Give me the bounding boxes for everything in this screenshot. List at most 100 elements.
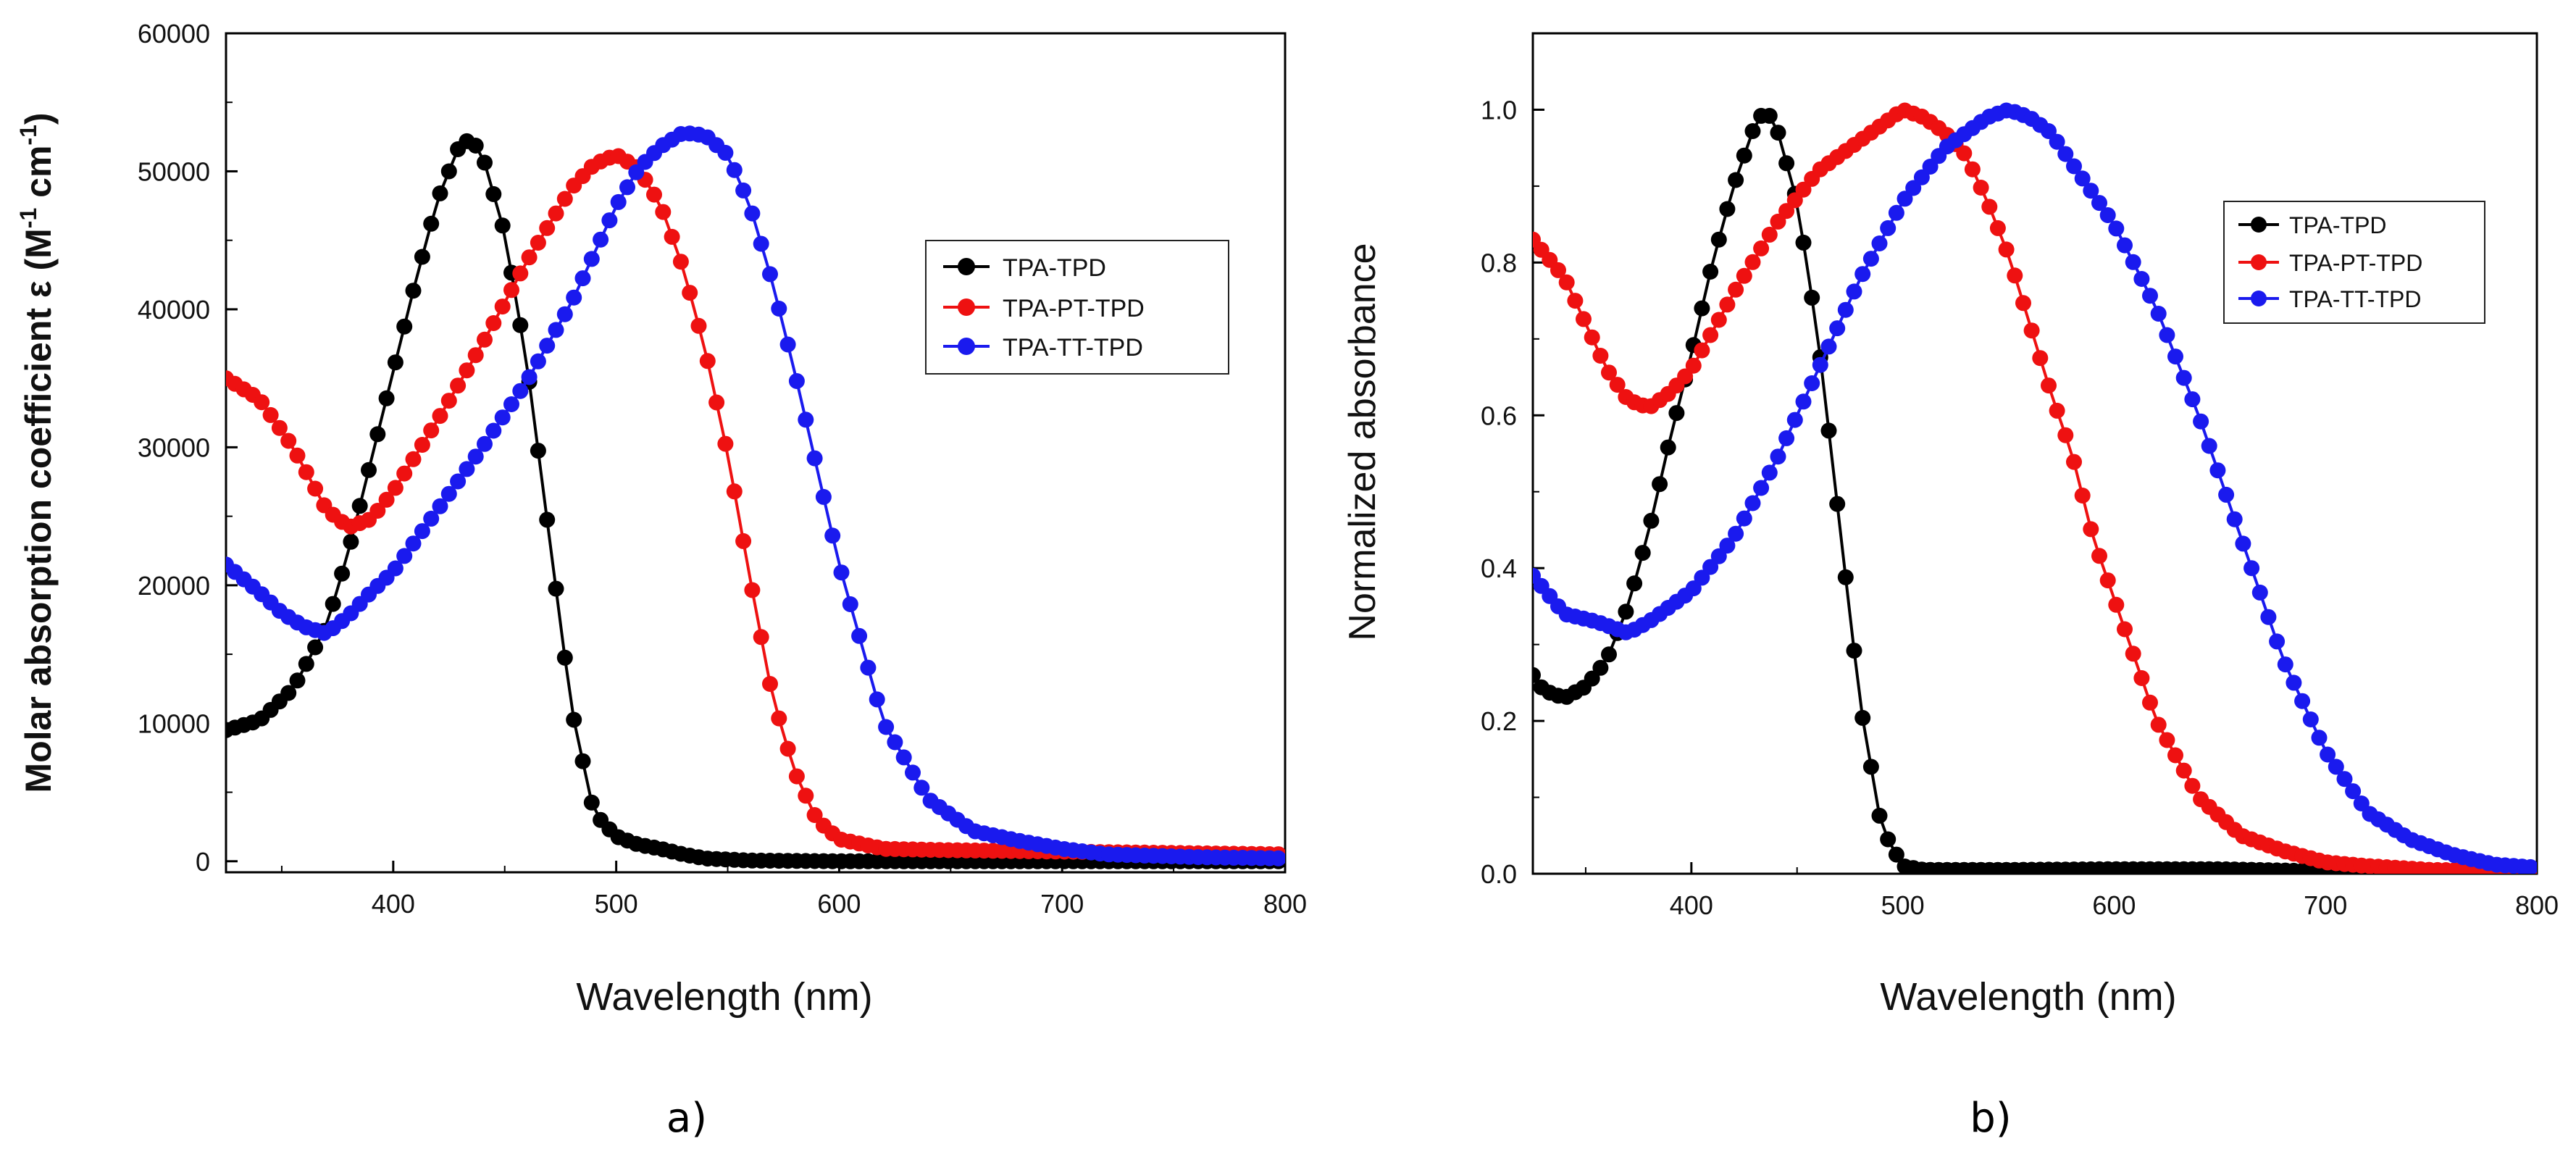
data-point-tpa-tpd (378, 390, 395, 406)
data-point-tpa-tt-tpd (2311, 730, 2328, 746)
data-point-tpa-tt-tpd (610, 193, 627, 210)
x-tick-label: 400 (1670, 890, 1713, 920)
data-point-tpa-pt-tpd (690, 317, 707, 334)
data-point-tpa-pt-tpd (744, 582, 761, 598)
data-point-tpa-tt-tpd (1846, 283, 1862, 300)
data-point-tpa-tpd (440, 163, 457, 180)
data-point-tpa-pt-tpd (1778, 203, 1795, 220)
data-point-tpa-tt-tpd (628, 164, 645, 180)
x-tick-label: 600 (817, 889, 861, 919)
data-point-tpa-pt-tpd (2015, 295, 2031, 312)
data-point-tpa-tpd (512, 317, 529, 333)
data-point-tpa-pt-tpd (271, 419, 288, 436)
plot-frame-a (225, 32, 1287, 874)
data-point-tpa-tt-tpd (2041, 123, 2057, 139)
data-point-tpa-tt-tpd (601, 212, 618, 229)
data-point-tpa-pt-tpd (1989, 220, 2006, 236)
data-point-tpa-tt-tpd (717, 144, 734, 161)
data-point-tpa-pt-tpd (2049, 402, 2065, 419)
data-point-tpa-pt-tpd (2023, 322, 2040, 339)
data-point-tpa-pt-tpd (753, 629, 769, 646)
data-point-tpa-pt-tpd (503, 282, 519, 298)
data-point-tpa-tpd (1736, 147, 1752, 164)
data-point-tpa-tt-tpd (2226, 511, 2243, 527)
data-point-tpa-tpd (1846, 643, 1862, 659)
data-point-tpa-tpd (361, 461, 377, 478)
data-point-tpa-pt-tpd (1998, 241, 2015, 258)
data-point-tpa-pt-tpd (1694, 342, 1710, 359)
data-point-tpa-tpd (1618, 603, 1634, 620)
data-point-tpa-pt-tpd (1702, 327, 1719, 343)
x-tick-label: 800 (2515, 890, 2559, 920)
data-point-tpa-pt-tpd (1770, 213, 1786, 230)
data-point-tpa-tpd (566, 711, 582, 728)
data-point-tpa-tt-tpd (1804, 375, 1820, 391)
data-point-tpa-tt-tpd (450, 473, 467, 490)
series-layer-a (226, 125, 1285, 869)
data-point-tpa-tpd (1778, 155, 1795, 172)
x-tick-label: 800 (1263, 889, 1307, 919)
data-point-tpa-pt-tpd (521, 249, 538, 266)
data-point-tpa-tt-tpd (735, 182, 752, 199)
y-axis-label-a-mid: cm (18, 146, 59, 208)
data-point-tpa-pt-tpd (494, 298, 511, 315)
data-point-tpa-tt-tpd (2193, 413, 2209, 430)
data-point-tpa-tt-tpd (2125, 254, 2141, 270)
series-tpa-tt-tpd (1533, 102, 2537, 874)
data-point-tpa-tt-tpd (1922, 159, 1939, 175)
data-point-tpa-tt-tpd (2277, 656, 2293, 673)
data-point-tpa-tt-tpd (503, 396, 519, 412)
data-point-tpa-tt-tpd (467, 448, 484, 465)
data-point-tpa-tt-tpd (521, 369, 538, 385)
y-axis-label-b: Normalized absorbance (1342, 243, 1384, 640)
data-point-tpa-tt-tpd (815, 488, 832, 505)
data-point-tpa-tt-tpd (1812, 356, 1828, 373)
data-point-tpa-tpd (414, 248, 430, 265)
data-point-tpa-tt-tpd (396, 548, 413, 564)
data-point-tpa-tpd (1880, 831, 1897, 848)
legend-a: TPA-TPD TPA-PT-TPD TPA-TT-TPD (925, 240, 1229, 375)
data-point-tpa-tpd (467, 138, 484, 154)
data-point-tpa-pt-tpd (762, 676, 778, 692)
data-point-tpa-pt-tpd (1710, 312, 1727, 328)
data-point-tpa-tt-tpd (1736, 510, 1752, 527)
data-point-tpa-tt-tpd (566, 289, 582, 306)
data-point-tpa-pt-tpd (2133, 670, 2150, 686)
data-point-tpa-tt-tpd (851, 627, 868, 644)
y-tick-label: 0.4 (1481, 554, 1517, 583)
data-point-tpa-tt-tpd (1854, 266, 1871, 283)
legend-label-tpa-pt-tpd-a: TPA-PT-TPD (1003, 295, 1145, 322)
data-point-tpa-pt-tpd (2066, 454, 2082, 470)
data-point-tpa-tpd (1719, 201, 1736, 217)
data-point-tpa-tpd (485, 185, 502, 202)
x-axis-label-a: Wavelength (nm) (576, 975, 872, 1019)
data-point-tpa-pt-tpd (1795, 181, 1812, 198)
legend-label-tpa-tt-tpd-a: TPA-TT-TPD (1003, 334, 1143, 362)
series-clip-group (226, 125, 1285, 869)
data-point-tpa-tt-tpd (887, 734, 903, 751)
x-tick-label: 500 (1881, 890, 1925, 920)
data-point-tpa-pt-tpd (655, 204, 672, 220)
data-point-tpa-tpd (1854, 709, 1871, 726)
data-point-tpa-pt-tpd (1592, 348, 1609, 364)
data-point-tpa-tt-tpd (405, 535, 422, 552)
data-point-tpa-tpd (1660, 439, 1676, 456)
y-tick-label: 0 (196, 847, 210, 877)
legend-marker-tpa-tpd-b (2251, 217, 2267, 233)
axis-ticks-a: 400 500 600 700 800 0 10000 20000 30000 40000 5000… (138, 19, 1307, 919)
data-point-tpa-pt-tpd (477, 331, 493, 348)
y-axis-label-a: Molar absorption coefficient ε (M-1 cm-1… (15, 112, 59, 793)
data-point-tpa-tpd (1694, 300, 1710, 317)
data-point-tpa-tt-tpd (1728, 525, 1744, 542)
data-point-tpa-tt-tpd (2320, 746, 2336, 763)
y-tick-label: 0.2 (1481, 706, 1517, 736)
series-clip-group (1533, 102, 2537, 874)
data-point-tpa-tt-tpd (2091, 195, 2107, 212)
data-point-tpa-pt-tpd (682, 285, 698, 301)
legend-marker-tpa-pt-tpd-b (2251, 254, 2267, 270)
data-point-tpa-tt-tpd (459, 461, 475, 477)
data-point-tpa-pt-tpd (2108, 596, 2125, 613)
data-point-tpa-tt-tpd (2286, 674, 2302, 691)
chart-panel-b: 400 500 600 700 800 0.0 0.2 0.4 0.6 0.8 1.0 TPA-TP… (1342, 32, 2559, 1142)
data-point-tpa-pt-tpd (1584, 329, 1600, 346)
